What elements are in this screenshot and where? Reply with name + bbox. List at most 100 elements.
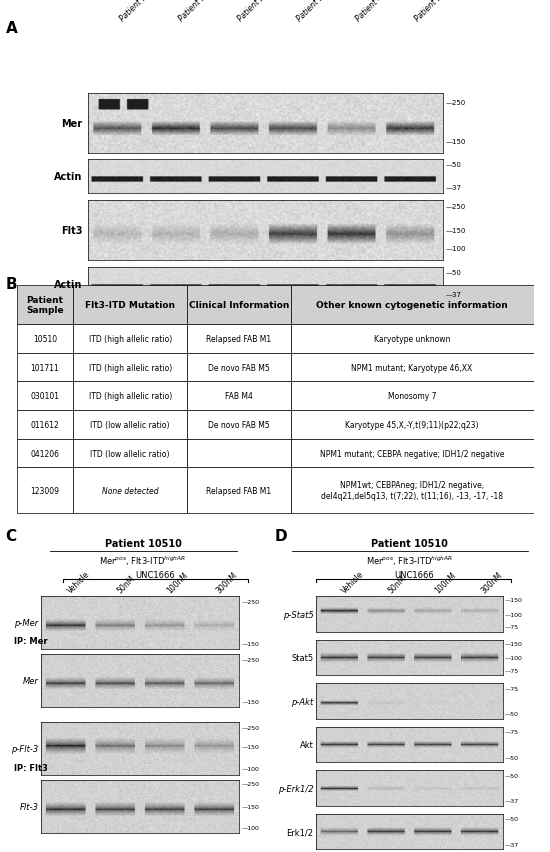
Text: NPM1wt; CEBPAneg; IDH1/2 negative,
del4q21,del5q13, t(7;22), t(11;16), -13, -17,: NPM1wt; CEBPAneg; IDH1/2 negative, del4q… (321, 481, 503, 500)
Text: Relapsed FAB M1: Relapsed FAB M1 (206, 486, 271, 495)
Text: Actin: Actin (54, 279, 82, 290)
Text: —150: —150 (446, 227, 466, 234)
Text: —150: —150 (242, 642, 260, 647)
Text: NPM1 mutant; CEBPA negative; IDH1/2 negative: NPM1 mutant; CEBPA negative; IDH1/2 nega… (320, 449, 504, 458)
Bar (16, 468, 73, 513)
Bar (290, 354, 534, 382)
Text: —100: —100 (505, 655, 522, 660)
Text: Patient 30101: Patient 30101 (236, 0, 280, 23)
Text: p-Flt-3: p-Flt-3 (11, 745, 38, 753)
Bar (290, 468, 534, 513)
Text: 300nM: 300nM (214, 570, 239, 595)
Text: —75: —75 (505, 686, 519, 691)
Bar (73, 285, 187, 325)
Text: —250: —250 (242, 781, 260, 786)
Text: NPM1 mutant; Karyotype 46,XX: NPM1 mutant; Karyotype 46,XX (351, 363, 472, 372)
Text: ITD (high allelic ratio): ITD (high allelic ratio) (89, 392, 172, 400)
Text: IP: Flt3: IP: Flt3 (14, 763, 48, 772)
Text: 100nM: 100nM (433, 570, 458, 595)
Text: Karyotype 45,X,-Y,t(9;11)(p22;q23): Karyotype 45,X,-Y,t(9;11)(p22;q23) (345, 421, 478, 429)
Text: Vehicle: Vehicle (66, 569, 92, 595)
Bar (187, 325, 290, 354)
Text: FAB M4: FAB M4 (225, 392, 253, 400)
Text: ITD (low allelic ratio): ITD (low allelic ratio) (91, 449, 170, 458)
Text: —100: —100 (242, 767, 260, 771)
Text: Actin: Actin (54, 172, 82, 182)
Text: —150: —150 (505, 597, 522, 602)
Text: —250: —250 (242, 657, 260, 662)
Text: ITD (low allelic ratio): ITD (low allelic ratio) (91, 421, 170, 429)
Bar (187, 411, 290, 440)
Text: Patient 11612: Patient 11612 (295, 0, 339, 23)
Text: A: A (6, 21, 17, 37)
Text: 011612: 011612 (31, 421, 59, 429)
Bar (187, 468, 290, 513)
Text: Flt3: Flt3 (61, 226, 82, 236)
Text: Other known cytogenetic information: Other known cytogenetic information (316, 301, 508, 309)
Text: p-Stat5: p-Stat5 (283, 610, 313, 619)
Bar (16, 440, 73, 468)
Text: —250: —250 (446, 204, 466, 210)
Text: —150: —150 (242, 744, 260, 749)
Text: 030101: 030101 (30, 392, 59, 400)
Text: Monosomy 7: Monosomy 7 (388, 392, 436, 400)
Bar (73, 382, 187, 411)
Text: Patient
Sample: Patient Sample (26, 296, 64, 314)
Text: None detected: None detected (102, 486, 158, 495)
Bar (16, 411, 73, 440)
Bar (290, 382, 534, 411)
Text: p-Erk1/2: p-Erk1/2 (278, 784, 314, 792)
Text: ITD (high allelic ratio): ITD (high allelic ratio) (89, 363, 172, 372)
Text: UNC1666: UNC1666 (135, 570, 175, 579)
Text: —50: —50 (505, 711, 519, 717)
Text: Erk1/2: Erk1/2 (287, 827, 314, 836)
Text: Clinical Information: Clinical Information (189, 301, 289, 309)
Bar (187, 440, 290, 468)
Bar (290, 325, 534, 354)
Text: 10510: 10510 (33, 335, 57, 343)
Text: —150: —150 (242, 804, 260, 809)
Text: —50: —50 (446, 269, 461, 276)
Text: —75: —75 (505, 625, 519, 630)
Bar (73, 354, 187, 382)
Text: Mer: Mer (23, 676, 38, 685)
Text: Flt-3: Flt-3 (20, 803, 38, 811)
Text: B: B (6, 277, 17, 292)
Bar (16, 285, 73, 325)
Bar (16, 325, 73, 354)
Text: 50nM: 50nM (386, 573, 408, 595)
Text: Mer: Mer (62, 118, 82, 129)
Text: —37: —37 (446, 184, 461, 191)
Text: 101711: 101711 (31, 363, 59, 372)
Text: —37: —37 (505, 842, 519, 847)
Text: —150: —150 (242, 699, 260, 705)
Text: Patient 10510: Patient 10510 (104, 538, 182, 549)
Bar (16, 382, 73, 411)
Text: p-Akt: p-Akt (292, 697, 313, 705)
Text: Patient 10510: Patient 10510 (371, 538, 448, 549)
Bar (16, 354, 73, 382)
Text: 123009: 123009 (30, 486, 59, 495)
Text: 100nM: 100nM (165, 570, 190, 595)
Text: D: D (275, 528, 288, 544)
Bar (290, 285, 534, 325)
Text: —75: —75 (505, 668, 519, 673)
Text: IP: Mer: IP: Mer (14, 636, 47, 646)
Text: Patient 101711: Patient 101711 (177, 0, 224, 23)
Text: —250: —250 (242, 725, 260, 730)
Text: Stat5: Stat5 (292, 653, 313, 662)
Text: ITD (high allelic ratio): ITD (high allelic ratio) (89, 335, 172, 343)
Text: 50nM: 50nM (116, 573, 137, 595)
Text: Karyotype unknown: Karyotype unknown (374, 335, 450, 343)
Text: Patient 10510: Patient 10510 (118, 0, 162, 23)
Text: Mer$^{pos}$, Flt3-ITD$^{highAR}$: Mer$^{pos}$, Flt3-ITD$^{highAR}$ (366, 554, 453, 567)
Text: Mer$^{pos}$, Flt3-ITD$^{highAR}$: Mer$^{pos}$, Flt3-ITD$^{highAR}$ (100, 554, 186, 567)
Text: —50: —50 (505, 755, 519, 760)
Text: Patient 41206: Patient 41206 (354, 0, 398, 23)
Text: Vehicle: Vehicle (340, 569, 365, 595)
Text: Relapsed FAB M1: Relapsed FAB M1 (206, 335, 271, 343)
Text: C: C (6, 528, 16, 544)
Text: —150: —150 (446, 138, 466, 145)
Text: De novo FAB M5: De novo FAB M5 (208, 421, 270, 429)
Bar (73, 411, 187, 440)
